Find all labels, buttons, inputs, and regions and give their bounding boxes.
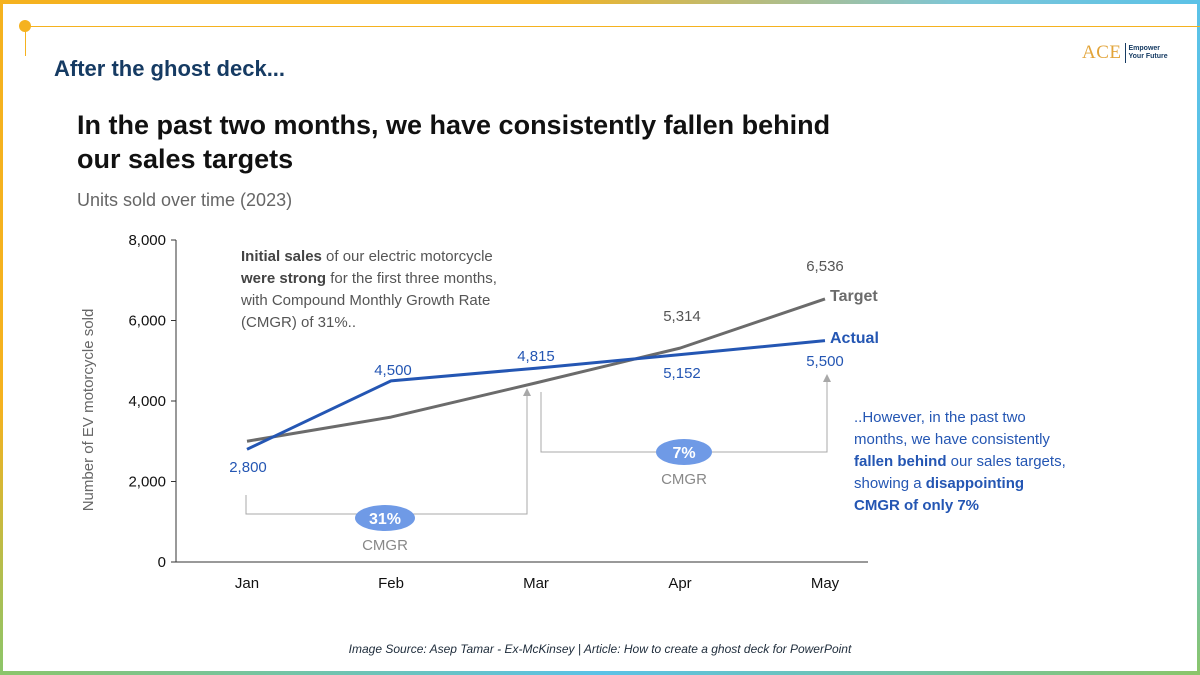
y-tick-label: 6,000	[128, 313, 166, 330]
annotation-fallen-behind-segment: ..However, in the past two	[854, 409, 1026, 426]
ace-logo: ACE Empower Your Future	[1082, 42, 1179, 64]
annotation-fallen-behind-line: fallen behind our sales targets,	[854, 453, 1066, 470]
actual-data-label: 5,152	[663, 365, 701, 382]
y-tick-label: 8,000	[128, 232, 166, 249]
accent-dot	[19, 20, 31, 32]
chart-title-line2: our sales targets	[77, 144, 293, 174]
annotation-initial-sales-segment: of our electric motorcycle	[322, 248, 493, 265]
y-tick-label: 4,000	[128, 393, 166, 410]
cmgr-early-bracket	[245, 394, 528, 515]
slide-heading: After the ghost deck...	[54, 56, 286, 81]
frame-bottom-border	[0, 671, 1200, 675]
accent-line	[25, 26, 1200, 27]
cmgr-badge-late-label: CMGR	[661, 471, 707, 488]
chart-title-line1: In the past two months, we have consiste…	[77, 110, 830, 140]
annotation-fallen-behind-segment: months, we have consistently	[854, 431, 1050, 448]
annotation-initial-sales-line: with Compound Monthly Growth Rate	[240, 292, 490, 309]
series-label-actual: Actual	[830, 330, 879, 347]
frame-right-border	[1197, 0, 1200, 675]
annotation-fallen-behind-line: ..However, in the past two	[854, 409, 1026, 426]
actual-data-label: 2,800	[229, 459, 267, 476]
cmgr-badge-early-label: CMGR	[362, 537, 408, 554]
y-tick-label: 0	[158, 554, 166, 571]
x-tick-label: Jan	[235, 575, 259, 592]
actual-data-label: 4,815	[517, 348, 555, 365]
y-tick-label: 2,000	[128, 474, 166, 491]
image-source-caption: Image Source: Asep Tamar - Ex-McKinsey |…	[348, 642, 852, 656]
x-tick-label: Apr	[668, 575, 691, 592]
cmgr-early-arrow-head	[523, 388, 531, 396]
annotation-initial-sales-line: were strong for the first three months,	[240, 270, 497, 287]
cmgr-badge-late-value: 7%	[672, 445, 695, 462]
actual-line	[246, 339, 826, 451]
logo-tagline-line2: Your Future	[1128, 53, 1168, 60]
cmgr-badge-late	[656, 439, 712, 465]
logo-divider	[1124, 43, 1126, 63]
annotation-fallen-behind-line: CMGR of only 7%	[854, 497, 979, 514]
logo-mark: ACE	[1082, 42, 1122, 63]
frame-top-border	[0, 0, 1200, 4]
target-data-label: 6,536	[806, 258, 844, 275]
cmgr-late-arrow-head	[823, 374, 831, 382]
actual-data-label: 5,500	[806, 353, 844, 370]
annotation-initial-sales-line: Initial sales of our electric motorcycle	[241, 248, 493, 265]
cmgr-badge-early	[355, 505, 415, 531]
logo-tagline: Empower Your Future	[1129, 45, 1179, 61]
chart-subtitle: Units sold over time (2023)	[77, 190, 292, 210]
annotation-fallen-behind-segment: CMGR of only 7%	[854, 497, 979, 514]
annotation-fallen-behind-line: months, we have consistently	[854, 431, 1050, 448]
annotation-fallen-behind-segment: our sales targets,	[947, 453, 1066, 470]
annotation-initial-sales-segment: with Compound Monthly Growth Rate	[240, 292, 490, 309]
actual-data-label: 4,500	[374, 362, 412, 379]
cmgr-badge-early-value: 31%	[369, 511, 401, 528]
annotation-initial-sales-segment: (CMGR) of 31%..	[241, 314, 356, 331]
annotation-initial-sales-line: (CMGR) of 31%..	[241, 314, 356, 331]
annotation-initial-sales-segment: were strong	[240, 270, 326, 287]
x-tick-label: May	[811, 575, 840, 592]
accent-line-vertical	[25, 26, 26, 56]
x-tick-label: Feb	[378, 575, 404, 592]
frame-left-border	[0, 0, 3, 675]
annotation-fallen-behind-segment: fallen behind	[854, 453, 947, 470]
target-data-label: 5,314	[663, 308, 701, 325]
series-label-target: Target	[830, 288, 878, 305]
annotation-fallen-behind-segment: showing a	[854, 475, 926, 492]
y-axis-label: Number of EV motorcycle sold	[80, 309, 97, 512]
target-line	[246, 297, 826, 443]
x-tick-label: Mar	[523, 575, 549, 592]
annotation-fallen-behind-segment: disappointing	[926, 475, 1024, 492]
annotation-initial-sales-segment: Initial sales	[241, 248, 322, 265]
logo-tagline-line1: Empower	[1128, 45, 1161, 52]
annotation-initial-sales-segment: for the first three months,	[326, 270, 497, 287]
annotation-fallen-behind-line: showing a disappointing	[854, 475, 1024, 492]
